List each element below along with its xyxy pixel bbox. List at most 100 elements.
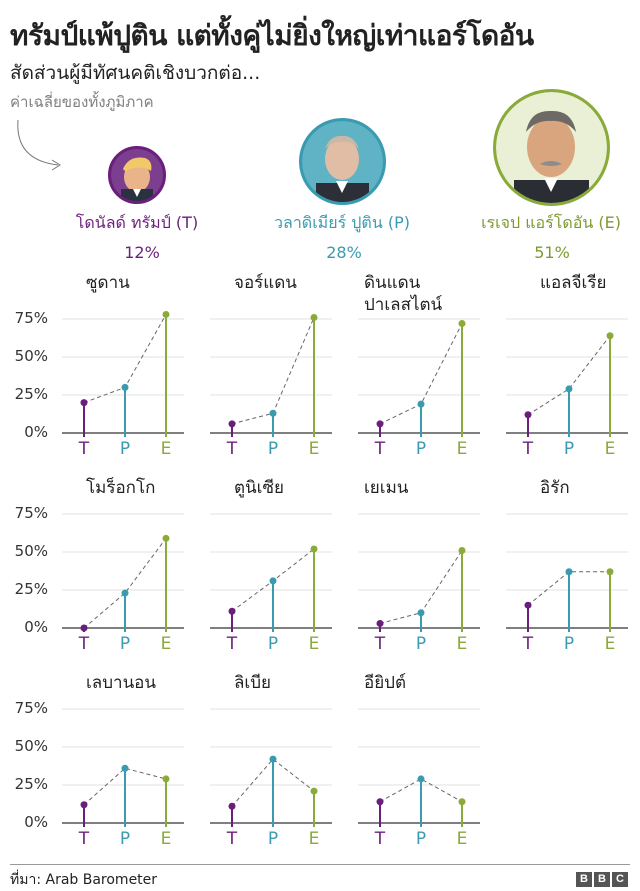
small-multiples-chart: T P E T P E T P E T P E T P E T P E T P E T P E T P E T P E T P E <box>62 310 628 849</box>
chart-subtitle: สัดส่วนผู้มีทัศนคติเชิงบวกต่อ... <box>10 62 261 84</box>
x-tick-erdogan: E <box>161 634 172 654</box>
y-tick-label: 0% <box>24 813 48 831</box>
point-erdogan <box>162 775 170 783</box>
x-tick-trump: T <box>374 634 386 654</box>
point-erdogan <box>458 546 466 554</box>
leader-name-putin: วลาดิเมียร์ ปูติน (P) <box>274 213 410 232</box>
point-erdogan <box>606 332 614 340</box>
average-arrow <box>17 119 61 171</box>
bbc-logo-letter: B <box>594 872 610 887</box>
point-trump <box>228 420 236 428</box>
panel-title: เยเมน <box>364 478 409 498</box>
x-tick-erdogan: E <box>605 634 616 654</box>
x-tick-trump: T <box>522 634 534 654</box>
y-tick-label: 25% <box>14 580 48 598</box>
x-tick-erdogan: E <box>457 829 468 849</box>
y-tick-label: 75% <box>14 699 48 717</box>
panel-title: อิรัก <box>540 478 570 498</box>
putin-portrait-icon <box>299 118 386 205</box>
leader-name-trump: โดนัลด์ ทรัมป์ (T) <box>75 213 199 232</box>
point-erdogan <box>310 313 318 321</box>
x-tick-erdogan: E <box>457 634 468 654</box>
point-erdogan <box>310 545 318 553</box>
point-erdogan <box>162 310 170 318</box>
x-tick-erdogan: E <box>309 634 320 654</box>
x-tick-erdogan: E <box>161 829 172 849</box>
x-tick-erdogan: E <box>309 829 320 849</box>
panel-title: ลิเบีย <box>234 673 271 693</box>
trump-portrait-icon <box>108 146 166 204</box>
x-tick-putin: P <box>268 634 278 654</box>
average-arrow-curve <box>17 119 59 166</box>
x-tick-putin: P <box>416 439 426 459</box>
point-erdogan <box>162 534 170 542</box>
point-trump <box>228 607 236 615</box>
y-tick-label: 0% <box>24 618 48 636</box>
y-tick-label: 75% <box>14 504 48 522</box>
y-tick-label: 25% <box>14 385 48 403</box>
x-tick-putin: P <box>120 829 130 849</box>
y-tick-label: 50% <box>14 737 48 755</box>
point-trump <box>376 619 384 627</box>
point-putin <box>269 755 277 763</box>
x-tick-trump: T <box>78 634 90 654</box>
point-putin <box>121 764 129 772</box>
point-trump <box>80 624 88 632</box>
point-erdogan <box>458 320 466 328</box>
leader-average-putin: 28% <box>326 243 362 262</box>
x-tick-trump: T <box>522 439 534 459</box>
x-tick-trump: T <box>78 439 90 459</box>
point-trump <box>524 411 532 419</box>
x-tick-trump: T <box>78 829 90 849</box>
point-putin <box>121 383 129 391</box>
source-note: ที่มา: Arab Barometer <box>10 872 158 888</box>
trend-dashed-line <box>527 335 611 416</box>
panel-title: แอลจีเรีย <box>540 273 607 293</box>
x-tick-putin: P <box>268 829 278 849</box>
erdogan-portrait-icon <box>493 89 610 206</box>
x-tick-trump: T <box>374 829 386 849</box>
x-tick-erdogan: E <box>161 439 172 459</box>
average-note: ค่าเฉลี่ยของทั้งภูมิภาค <box>10 93 154 111</box>
x-tick-erdogan: E <box>605 439 616 459</box>
panel-title: ตูนิเซีย <box>234 478 284 498</box>
bbc-logo: B B C <box>576 872 628 887</box>
y-tick-label: 50% <box>14 347 48 365</box>
x-tick-putin: P <box>268 439 278 459</box>
x-tick-trump: T <box>226 439 238 459</box>
trend-dashed-line <box>231 317 315 425</box>
point-trump <box>228 802 236 810</box>
point-putin <box>417 400 425 408</box>
x-tick-putin: P <box>416 634 426 654</box>
x-tick-trump: T <box>374 439 386 459</box>
point-erdogan <box>606 568 614 576</box>
point-putin <box>565 385 573 393</box>
y-tick-label: 25% <box>14 775 48 793</box>
point-putin <box>417 609 425 617</box>
point-trump <box>80 801 88 809</box>
bbc-logo-letter: B <box>576 872 592 887</box>
trend-dashed-line <box>379 778 463 803</box>
x-tick-putin: P <box>416 829 426 849</box>
trend-dashed-line <box>83 538 167 629</box>
point-trump <box>376 798 384 806</box>
y-tick-label: 50% <box>14 542 48 560</box>
point-putin <box>269 577 277 585</box>
bbc-logo-letter: C <box>612 872 628 887</box>
panel-title: โมร็อกโก <box>86 478 156 498</box>
panel-title: ซูดาน <box>86 273 130 293</box>
point-putin <box>121 589 129 597</box>
point-trump <box>524 601 532 609</box>
average-arrow-head <box>51 159 61 171</box>
x-tick-erdogan: E <box>309 439 320 459</box>
panel-title: อียิปต์ <box>364 673 407 693</box>
x-tick-erdogan: E <box>457 439 468 459</box>
footer-divider <box>10 864 630 865</box>
point-putin <box>565 568 573 576</box>
y-tick-label: 0% <box>24 423 48 441</box>
leader-average-erdogan: 51% <box>534 243 570 262</box>
point-erdogan <box>310 787 318 795</box>
x-tick-putin: P <box>564 634 574 654</box>
x-tick-putin: P <box>120 439 130 459</box>
point-trump <box>376 420 384 428</box>
